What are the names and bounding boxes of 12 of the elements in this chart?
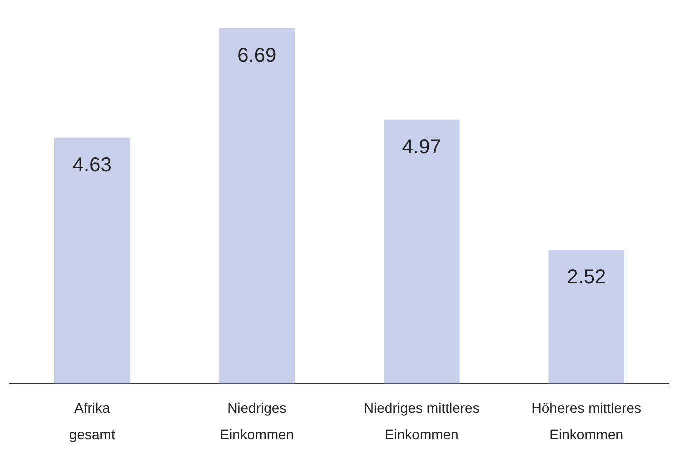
x-tick-label: Afrika gesamt	[69, 400, 116, 443]
x-tick-label: Niedriges Einkommen	[220, 400, 294, 443]
x-tick-label: Niedriges mittleres Einkommen	[364, 400, 480, 443]
bar	[384, 120, 460, 384]
bar	[54, 138, 130, 384]
bar	[219, 28, 296, 384]
data-label: 6.69	[238, 44, 277, 67]
data-label: 2.52	[567, 266, 606, 288]
x-tick-label: Höheres mittleres Einkommen	[532, 400, 642, 443]
data-label: 4.63	[72, 154, 112, 176]
data-label: 4.97	[402, 136, 442, 158]
bar	[548, 250, 625, 384]
